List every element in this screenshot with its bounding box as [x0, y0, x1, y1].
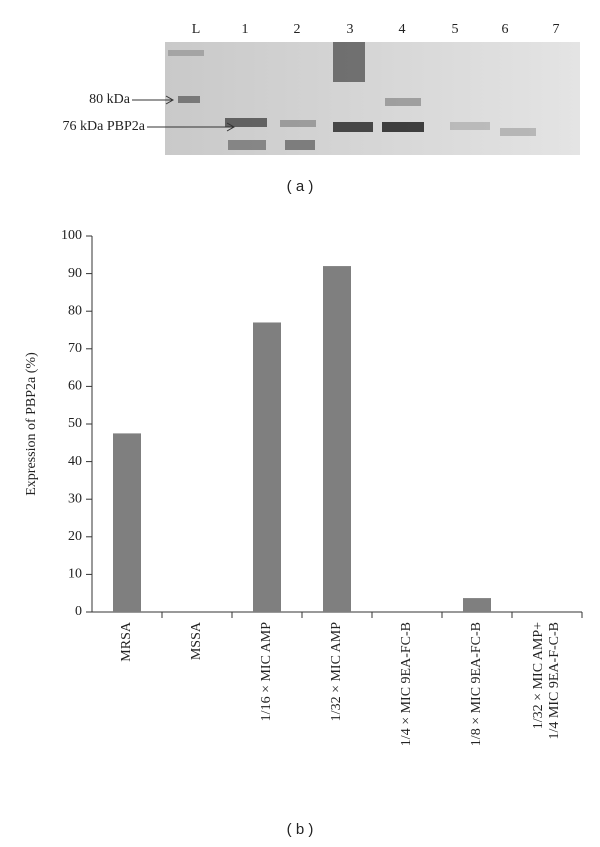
- y-tick-label: 40: [68, 454, 82, 469]
- lane-label: 1: [242, 22, 249, 37]
- y-tick-label: 20: [68, 529, 82, 544]
- bar: [113, 433, 141, 612]
- x-tick-label: MSSA: [189, 621, 204, 660]
- y-tick-label: 60: [68, 379, 82, 394]
- x-tick-label: 1/4 × MIC 9EA-FC-B: [399, 622, 414, 746]
- arrow-head: [165, 95, 175, 105]
- panel-caption: ( b ): [287, 821, 314, 838]
- y-tick-label: 90: [68, 266, 82, 281]
- lane-label: L: [192, 22, 201, 37]
- marker-label: 76 kDa PBP2a: [63, 119, 146, 134]
- y-tick-label: 100: [61, 228, 82, 243]
- marker-label: 80 kDa: [89, 92, 131, 107]
- y-tick-label: 30: [68, 491, 82, 506]
- y-tick-label: 50: [68, 416, 82, 431]
- bar: [253, 322, 281, 612]
- lane-label: 7: [553, 22, 560, 37]
- y-tick-label: 10: [68, 567, 82, 582]
- lane-label: 4: [399, 22, 406, 37]
- y-tick-label: 0: [75, 604, 82, 619]
- y-tick-label: 80: [68, 303, 82, 318]
- x-tick-label: 1/8 × MIC 9EA-FC-B: [469, 622, 484, 746]
- lane-label: 2: [294, 22, 301, 37]
- panel-caption: ( a ): [287, 178, 314, 195]
- y-axis-label: Expression of PBP2a (%): [24, 352, 39, 496]
- y-tick-label: 70: [68, 341, 82, 356]
- lane-label: 3: [347, 22, 354, 37]
- x-tick-label: 1/32 × MIC AMP+1/4 MIC 9EA-F-C-B: [531, 622, 562, 740]
- lane-label: 6: [502, 22, 509, 37]
- x-tick-label: 1/32 × MIC AMP: [329, 622, 344, 722]
- gel-image: [165, 42, 580, 155]
- x-tick-label: 1/16 × MIC AMP: [259, 622, 274, 722]
- lane-label: 5: [452, 22, 459, 37]
- arrow-head: [226, 122, 236, 132]
- bar: [463, 598, 491, 612]
- bar: [323, 266, 351, 612]
- x-tick-label: MRSA: [119, 621, 134, 662]
